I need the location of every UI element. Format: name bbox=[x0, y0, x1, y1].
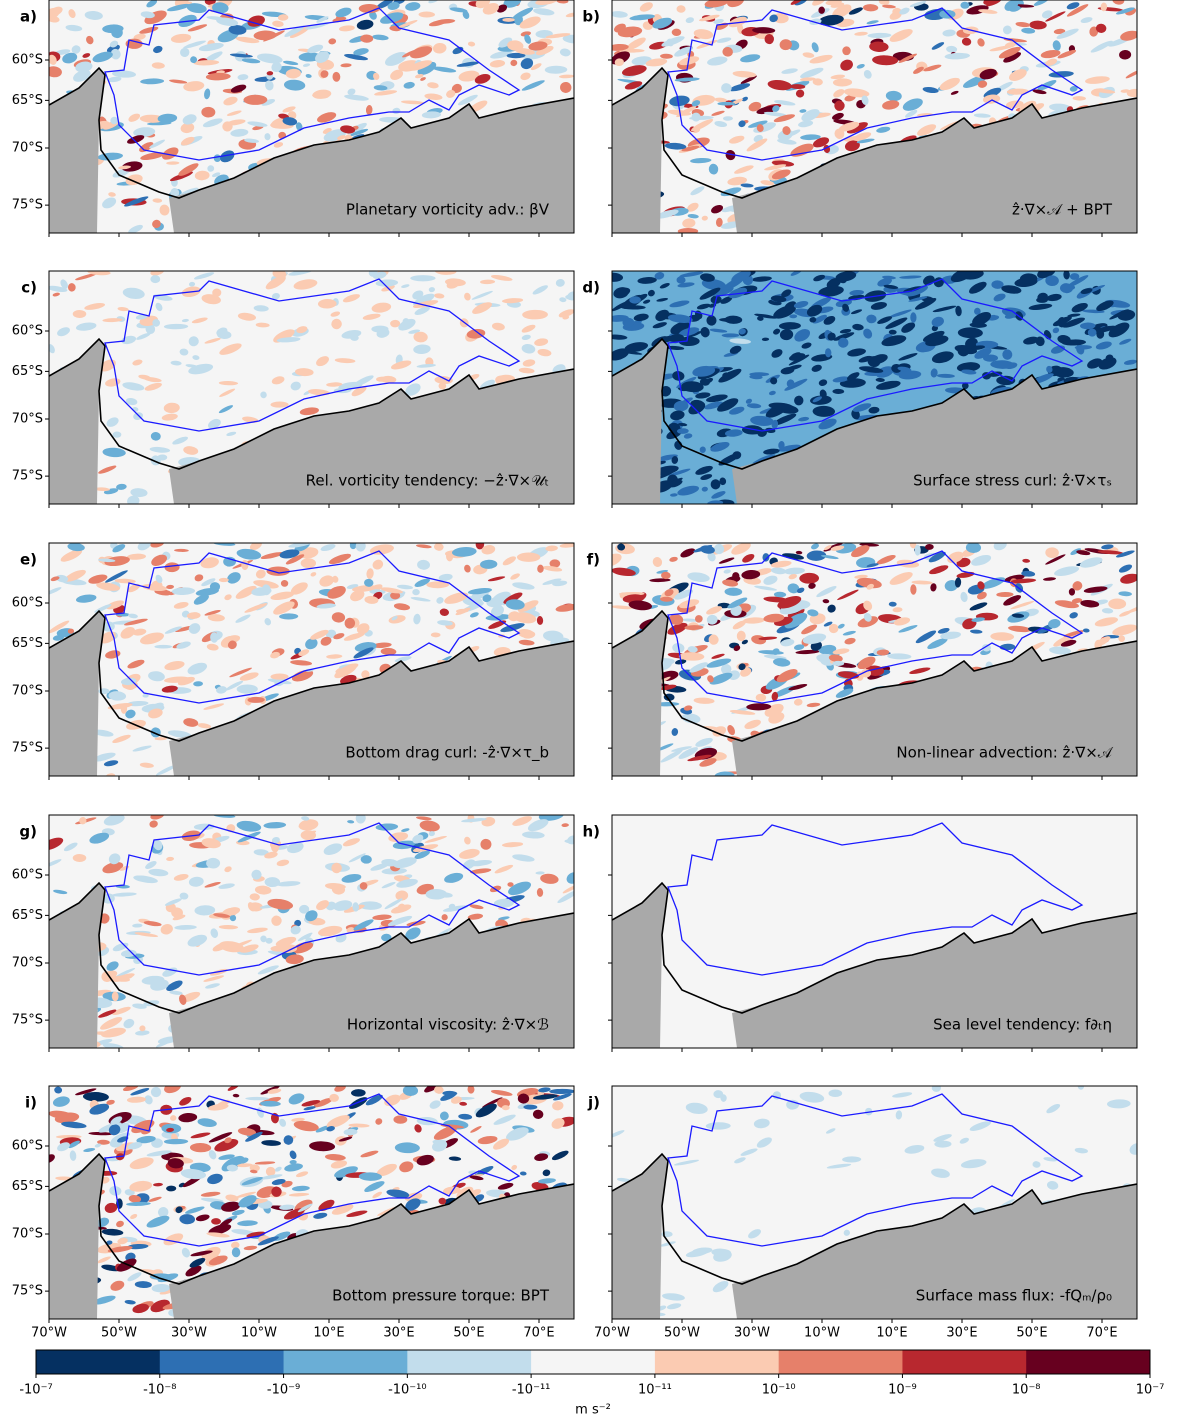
colorbar-tick-label: 10⁻⁸ bbox=[1012, 1383, 1041, 1398]
field-blob bbox=[537, 565, 544, 573]
colorbar-tick-label: 10⁻⁹ bbox=[888, 1383, 917, 1398]
colorbar-label: m s⁻² bbox=[575, 1403, 611, 1418]
colorbar-segment bbox=[160, 1350, 284, 1374]
colorbar-tick-label: -10⁻¹¹ bbox=[512, 1383, 551, 1398]
colorbar-segment bbox=[407, 1350, 531, 1374]
lon-tick-label: 50°W bbox=[101, 1326, 137, 1341]
lon-tick-label: 70°E bbox=[1086, 1326, 1117, 1341]
field-blob bbox=[113, 432, 122, 438]
map-panel: c) Rel. vorticity tendency: −ẑ·∇×𝒰ₜ 60°S 65… bbox=[12, 267, 581, 509]
panel-label: d) bbox=[582, 279, 600, 297]
colorbar-segment bbox=[284, 1350, 408, 1374]
colorbar-segment bbox=[655, 1350, 779, 1374]
lat-tick-label: 60°S bbox=[12, 596, 43, 611]
lat-tick-label: 75°S bbox=[12, 198, 43, 213]
lon-tick-label: 50°W bbox=[664, 1326, 700, 1341]
field-blob bbox=[672, 29, 682, 36]
lat-tick-label: 70°S bbox=[12, 1227, 43, 1242]
panel-title: Surface stress curl: ẑ·∇×τₛ bbox=[913, 472, 1112, 490]
panel-title: Rel. vorticity tendency: −ẑ·∇×𝒰ₜ bbox=[306, 472, 549, 490]
field-blob bbox=[517, 552, 540, 561]
lon-tick-label: 30°W bbox=[734, 1326, 770, 1341]
colorbar-segment bbox=[902, 1350, 1026, 1374]
panel-label: a) bbox=[20, 8, 37, 26]
field-blob bbox=[722, 333, 740, 337]
panel-label: i) bbox=[25, 1094, 37, 1112]
lat-tick-label: 75°S bbox=[12, 741, 43, 756]
lat-tick-label: 75°S bbox=[12, 1013, 43, 1028]
map-panel: j) Surface mass flux: -fQₘ/ρ₀ 70°W 50°W 30°W… bbox=[587, 1082, 1145, 1341]
panel-title: Horizontal viscosity: ẑ·∇×ℬ bbox=[347, 1016, 549, 1034]
panel-label: g) bbox=[19, 823, 37, 841]
field-blob bbox=[1108, 598, 1126, 609]
lat-tick-label: 65°S bbox=[12, 364, 43, 379]
lat-tick-label: 60°S bbox=[12, 53, 43, 68]
map-panel: f) Non-linear advection: ẑ·∇×𝒜 bbox=[587, 538, 1148, 783]
colorbar-tick-label: -10⁻⁹ bbox=[267, 1383, 300, 1398]
colorbar-tick-label: -10⁻⁸ bbox=[143, 1383, 176, 1398]
panel-title: Planetary vorticity adv.: βV bbox=[346, 201, 550, 219]
lon-tick-label: 30°E bbox=[946, 1326, 977, 1341]
map-panel: a) Planetary vorticity adv.: βV 60°S 65°S 70… bbox=[12, 0, 585, 239]
colorbar-tick-label: -10⁻⁷ bbox=[19, 1383, 52, 1398]
map-panel: d) Surface stress curl: ẑ·∇×τₛ bbox=[582, 264, 1149, 510]
lat-tick-label: 70°S bbox=[12, 412, 43, 427]
lon-tick-label: 70°E bbox=[523, 1326, 554, 1341]
colorbar-segment bbox=[779, 1350, 903, 1374]
lat-tick-label: 60°S bbox=[12, 868, 43, 883]
field-blob bbox=[410, 275, 435, 281]
map-panel: b) ẑ·∇×𝒜 + BPT bbox=[582, 0, 1148, 241]
map-panel: h) Sea level tendency: f∂ₜη bbox=[582, 815, 1137, 1052]
panel-title: Surface mass flux: -fQₘ/ρ₀ bbox=[916, 1287, 1112, 1305]
lon-tick-label: 50°E bbox=[453, 1326, 484, 1341]
colorbar-segment bbox=[36, 1350, 160, 1374]
map-panel: g) Horizontal viscosity: ẑ·∇×ℬ 60°S 65°S 70°… bbox=[12, 809, 582, 1052]
colorbar-tick-label: -10⁻¹⁰ bbox=[388, 1383, 427, 1398]
lon-tick-label: 10°W bbox=[241, 1326, 277, 1341]
lat-tick-label: 70°S bbox=[12, 956, 43, 971]
map-panel: e) Bottom drag curl: -ẑ·∇×τ_b 60°S 65°S 70°S… bbox=[12, 538, 582, 783]
colorbar-tick-label: 10⁻¹¹ bbox=[638, 1383, 672, 1398]
lon-tick-label: 50°E bbox=[1016, 1326, 1047, 1341]
panel-title: Sea level tendency: f∂ₜη bbox=[933, 1016, 1112, 1034]
panel-label: e) bbox=[20, 551, 37, 569]
lat-tick-label: 70°S bbox=[12, 141, 43, 156]
panel-label: h) bbox=[582, 823, 600, 841]
field-blob bbox=[266, 567, 289, 576]
lat-tick-label: 65°S bbox=[12, 908, 43, 923]
panel-title: ẑ·∇×𝒜 + BPT bbox=[1012, 201, 1113, 219]
panel-label: c) bbox=[21, 279, 37, 297]
lat-tick-label: 75°S bbox=[12, 469, 43, 484]
colorbar-segment bbox=[1026, 1350, 1150, 1374]
lat-tick-label: 75°S bbox=[12, 1284, 43, 1299]
lon-tick-label: 10°W bbox=[804, 1326, 840, 1341]
lon-tick-label: 70°W bbox=[594, 1326, 630, 1341]
colorbar-segment bbox=[531, 1350, 655, 1374]
panel-label: j) bbox=[587, 1094, 600, 1112]
lon-tick-label: 30°E bbox=[383, 1326, 414, 1341]
panel-title: Non-linear advection: ẑ·∇×𝒜 bbox=[896, 744, 1113, 762]
panel-title: Bottom pressure torque: BPT bbox=[332, 1287, 550, 1305]
lon-tick-label: 30°W bbox=[171, 1326, 207, 1341]
colorbar-tick-label: 10⁻⁷ bbox=[1136, 1383, 1165, 1398]
panel-title: Bottom drag curl: -ẑ·∇×τ_b bbox=[345, 744, 549, 763]
map-panel: i) Bottom pressure torque: BPT 60°S 65°S 70°… bbox=[12, 1079, 582, 1341]
figure: a) Planetary vorticity adv.: βV 60°S 65°S 70… bbox=[0, 0, 1178, 1421]
field-blob bbox=[219, 578, 229, 582]
lon-tick-label: 10°E bbox=[876, 1326, 907, 1341]
map-area bbox=[612, 815, 1137, 1048]
lat-tick-label: 60°S bbox=[12, 324, 43, 339]
colorbar-tick-label: 10⁻¹⁰ bbox=[762, 1383, 796, 1398]
lon-tick-label: 10°E bbox=[313, 1326, 344, 1341]
lat-tick-label: 70°S bbox=[12, 684, 43, 699]
field-blob bbox=[502, 18, 514, 22]
lat-tick-label: 65°S bbox=[12, 636, 43, 651]
panel-label: f) bbox=[587, 551, 600, 569]
lat-tick-label: 65°S bbox=[12, 93, 43, 108]
panel-label: b) bbox=[582, 8, 600, 26]
field-blob bbox=[142, 694, 148, 698]
lat-tick-label: 60°S bbox=[12, 1139, 43, 1154]
lat-tick-label: 65°S bbox=[12, 1179, 43, 1194]
lon-tick-label: 70°W bbox=[31, 1326, 67, 1341]
